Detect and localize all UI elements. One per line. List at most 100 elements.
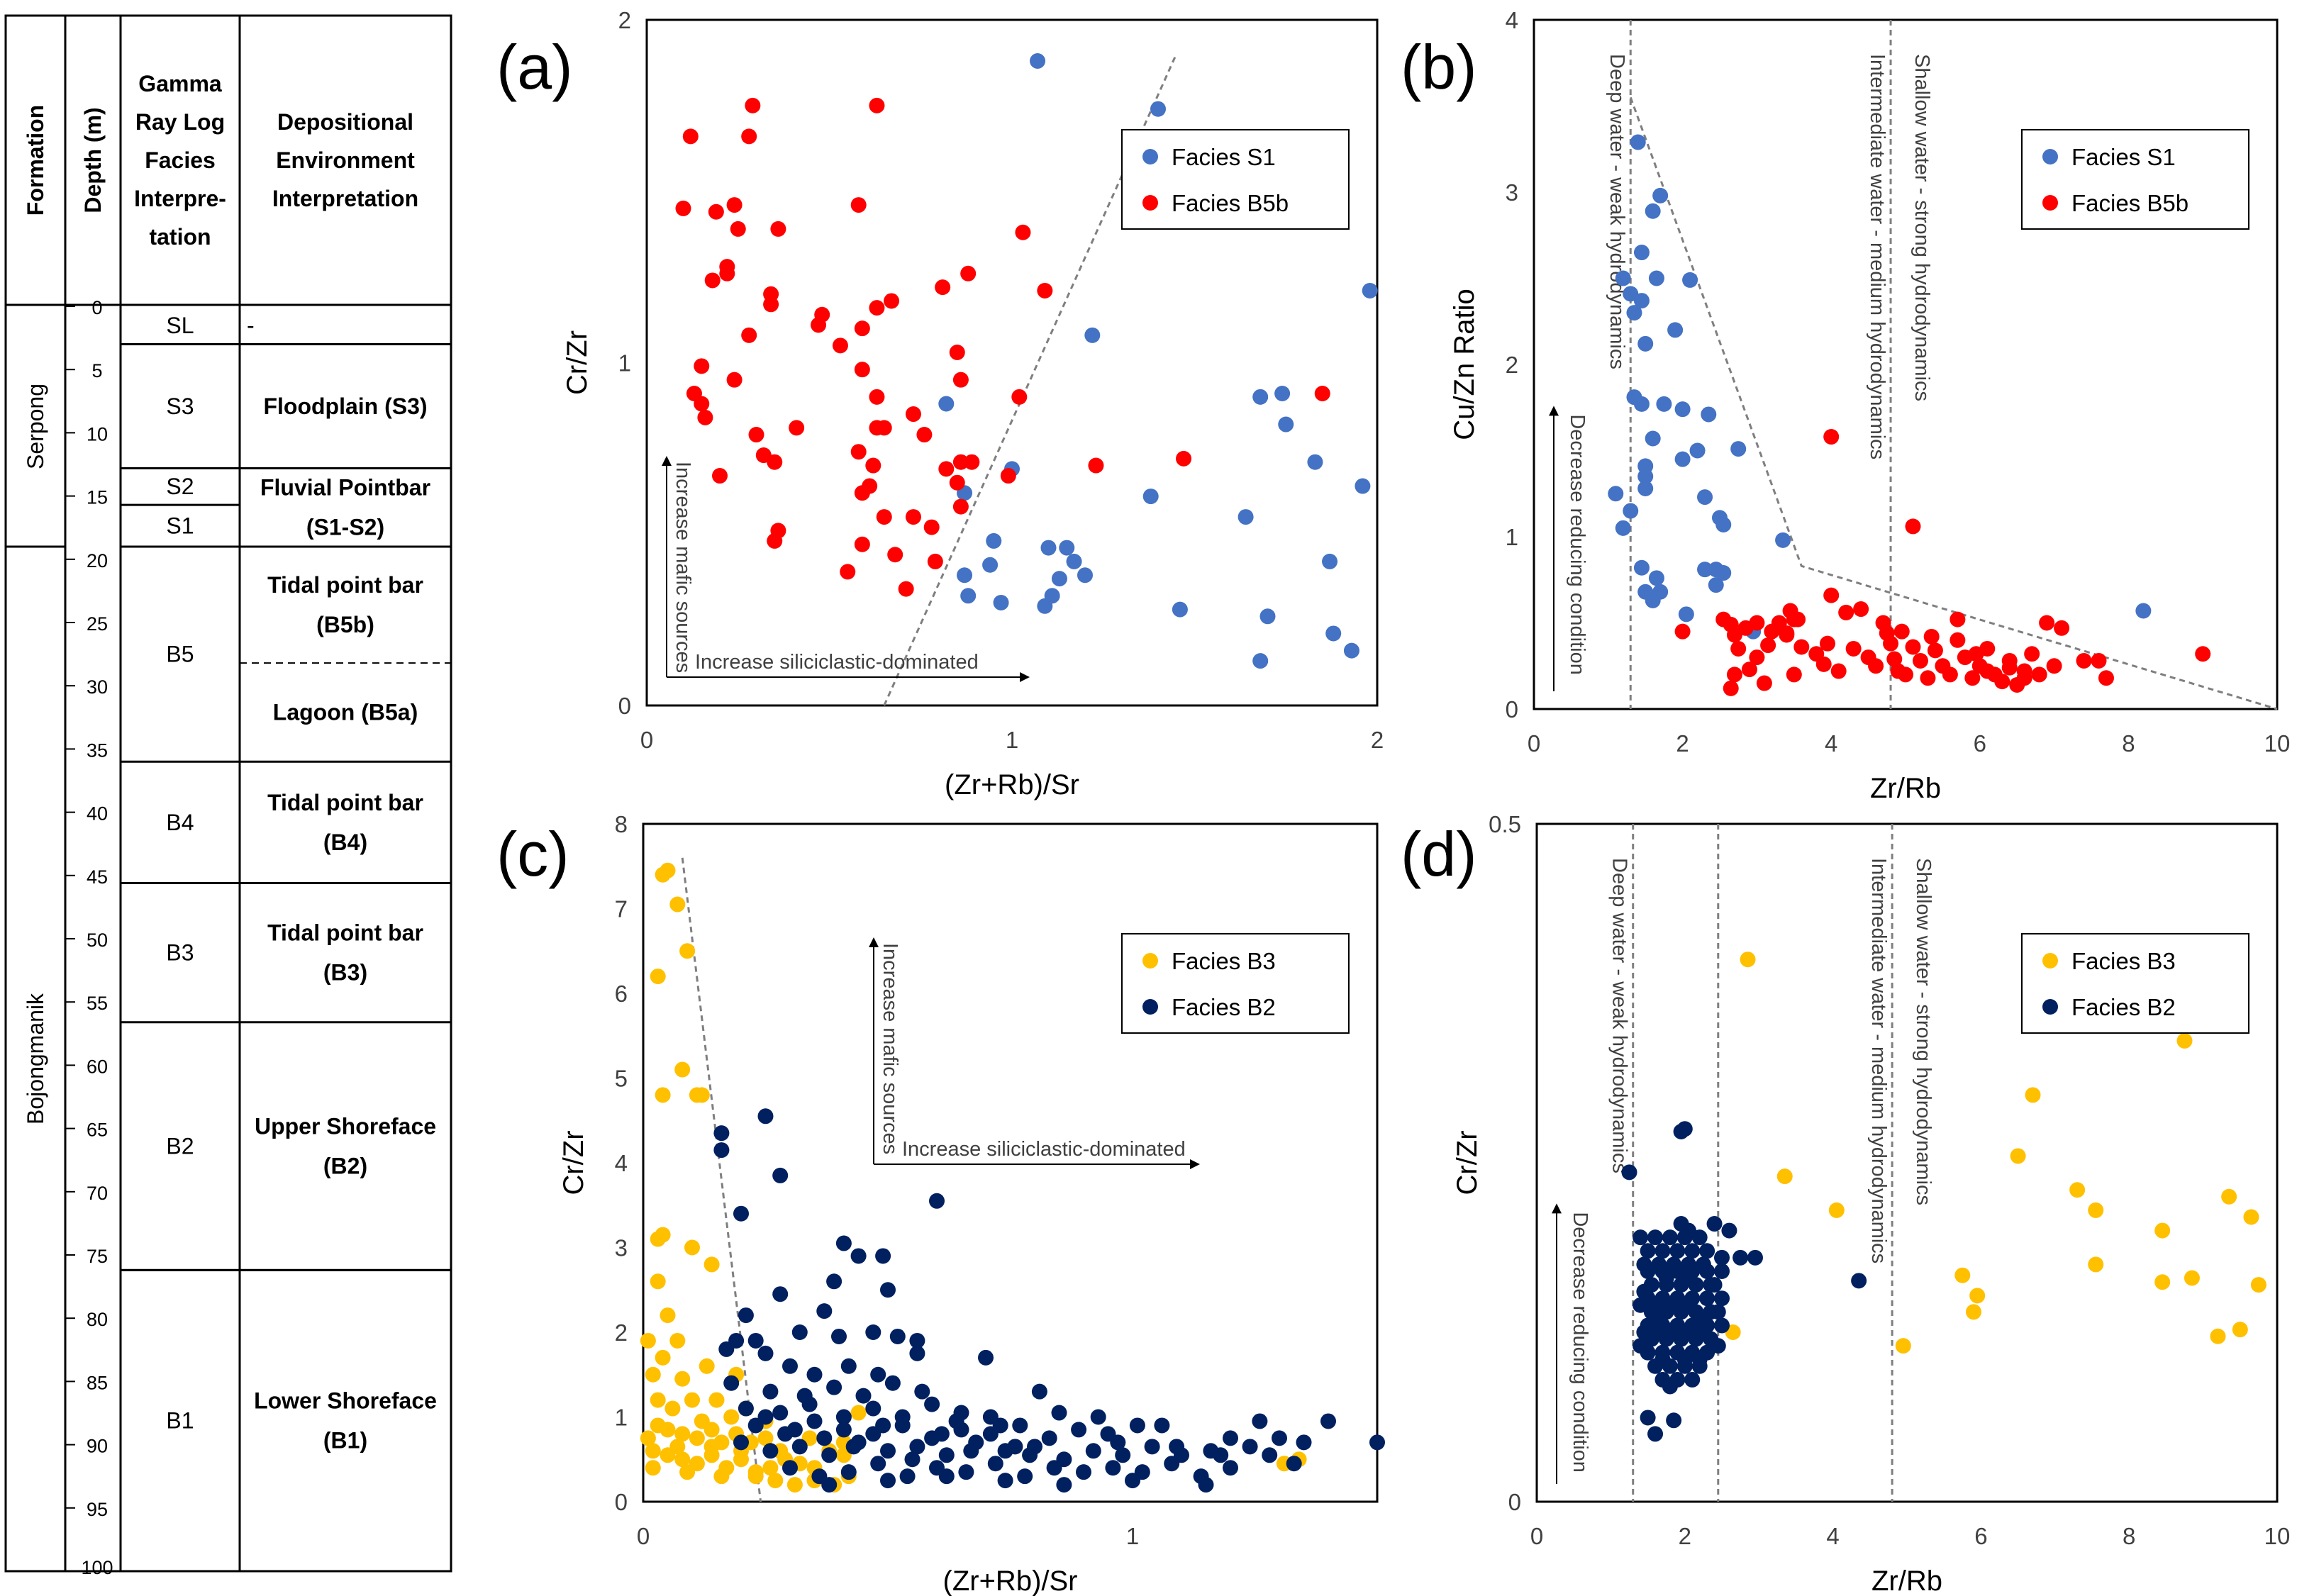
data-point <box>2098 670 2114 686</box>
data-point <box>1979 663 1996 679</box>
legend-label: Facies S1 <box>1172 144 1276 170</box>
data-point <box>713 1125 730 1142</box>
data-point <box>840 1464 857 1480</box>
data-point <box>806 1366 823 1383</box>
data-point <box>1708 577 1724 593</box>
data-point <box>763 296 779 313</box>
depth-tick-label: 50 <box>87 930 108 951</box>
x-tick-label: 2 <box>1679 1523 1691 1549</box>
legend-label: Facies B2 <box>2071 994 2176 1020</box>
data-point <box>963 1443 979 1459</box>
series-facies-s1 <box>938 53 1378 669</box>
env-label: Tidal point bar <box>267 920 423 946</box>
data-point <box>772 1405 789 1421</box>
data-point <box>1164 1456 1180 1472</box>
data-point <box>1076 1464 1091 1480</box>
data-point <box>669 1439 686 1455</box>
data-point <box>703 1439 720 1455</box>
data-point <box>1684 1371 1701 1388</box>
data-point <box>1776 1168 1793 1185</box>
data-point <box>1706 1216 1723 1232</box>
data-point <box>1636 1283 1652 1300</box>
data-point <box>916 427 933 443</box>
mafic-arrowhead <box>869 937 879 947</box>
data-point <box>645 1460 661 1476</box>
data-point <box>929 1193 945 1209</box>
x-tick-label: 2 <box>1676 730 1689 757</box>
data-point <box>1701 406 1717 423</box>
data-point <box>1950 611 1966 627</box>
data-point <box>1286 1456 1302 1472</box>
data-point <box>1615 520 1631 536</box>
legend-label: Facies B5b <box>2071 190 2188 216</box>
y-tick-label: 3 <box>1506 179 1518 206</box>
depth-tick-label: 70 <box>87 1183 108 1204</box>
data-point <box>640 1430 656 1446</box>
header-env-line: Interpretation <box>272 186 418 211</box>
data-point <box>1815 656 1832 672</box>
data-point <box>845 1439 862 1455</box>
env-label: Lagoon (B5a) <box>273 700 418 725</box>
data-point <box>2001 659 2018 676</box>
data-point <box>1942 666 1958 683</box>
header-gamma-line: Gamma <box>138 71 222 96</box>
data-point <box>1689 442 1706 459</box>
depth-tick-label: 55 <box>87 993 108 1014</box>
data-point <box>1169 1439 1185 1455</box>
data-point <box>1040 540 1057 556</box>
x-tick-label: 0 <box>637 1523 650 1549</box>
data-point <box>1648 270 1664 286</box>
data-point <box>1007 1439 1023 1455</box>
data-point <box>1684 1243 1701 1259</box>
data-point <box>1969 1288 1986 1304</box>
data-point <box>1637 480 1654 496</box>
data-point <box>745 97 761 113</box>
data-point <box>914 1383 930 1400</box>
data-point <box>1017 1468 1033 1485</box>
series-facies-b2 <box>1621 1121 1867 1442</box>
data-point <box>1651 1297 1667 1313</box>
data-point <box>1658 1270 1674 1286</box>
panel-letter: (c) <box>496 819 569 889</box>
facies-code: S2 <box>166 474 194 499</box>
data-point <box>704 272 721 289</box>
siliciclastic-arrowhead <box>1190 1159 1200 1169</box>
data-point <box>1633 396 1650 412</box>
data-point <box>640 1332 656 1349</box>
data-point <box>1905 639 1921 655</box>
data-point <box>1615 270 1631 286</box>
data-point <box>957 567 973 584</box>
data-point <box>869 300 885 316</box>
data-point <box>1730 640 1747 657</box>
x-axis-label: (Zr+Rb)/Sr <box>945 769 1079 800</box>
data-point <box>1674 401 1691 418</box>
y-axis-label: Cr/Zr <box>562 330 593 395</box>
strat-frame <box>4 14 452 1573</box>
x-tick-label: 6 <box>1974 730 1986 757</box>
x-tick-label: 10 <box>2264 730 2291 757</box>
data-point <box>948 1413 964 1429</box>
x-tick-label: 8 <box>2122 730 2135 757</box>
data-point <box>767 454 783 470</box>
data-point <box>699 1358 715 1374</box>
legend-label: Facies S1 <box>2071 144 2176 170</box>
data-point <box>2054 620 2070 636</box>
data-point <box>1994 674 2010 690</box>
data-point <box>806 1413 823 1429</box>
data-point <box>1823 587 1840 603</box>
legend-box <box>1121 129 1350 230</box>
data-point <box>1000 468 1016 484</box>
data-point <box>875 1248 891 1264</box>
panel-c-chart: (c) 0 1 0 1 2 3 4 5 6 7 8 (Zr+Rb)/Sr Cr/Zr Increase ma… <box>496 811 1385 1596</box>
reducing-annotation: Decrease reducing condition <box>1566 414 1589 675</box>
data-point <box>786 1477 803 1493</box>
data-point <box>679 1464 696 1480</box>
data-point <box>1608 486 1624 502</box>
plot-frame <box>1533 18 2279 710</box>
data-point <box>1651 1256 1667 1273</box>
data-point <box>1325 625 1342 642</box>
y-tick-label: 0 <box>618 693 631 719</box>
data-point <box>723 1409 740 1425</box>
data-point <box>1710 1304 1726 1320</box>
